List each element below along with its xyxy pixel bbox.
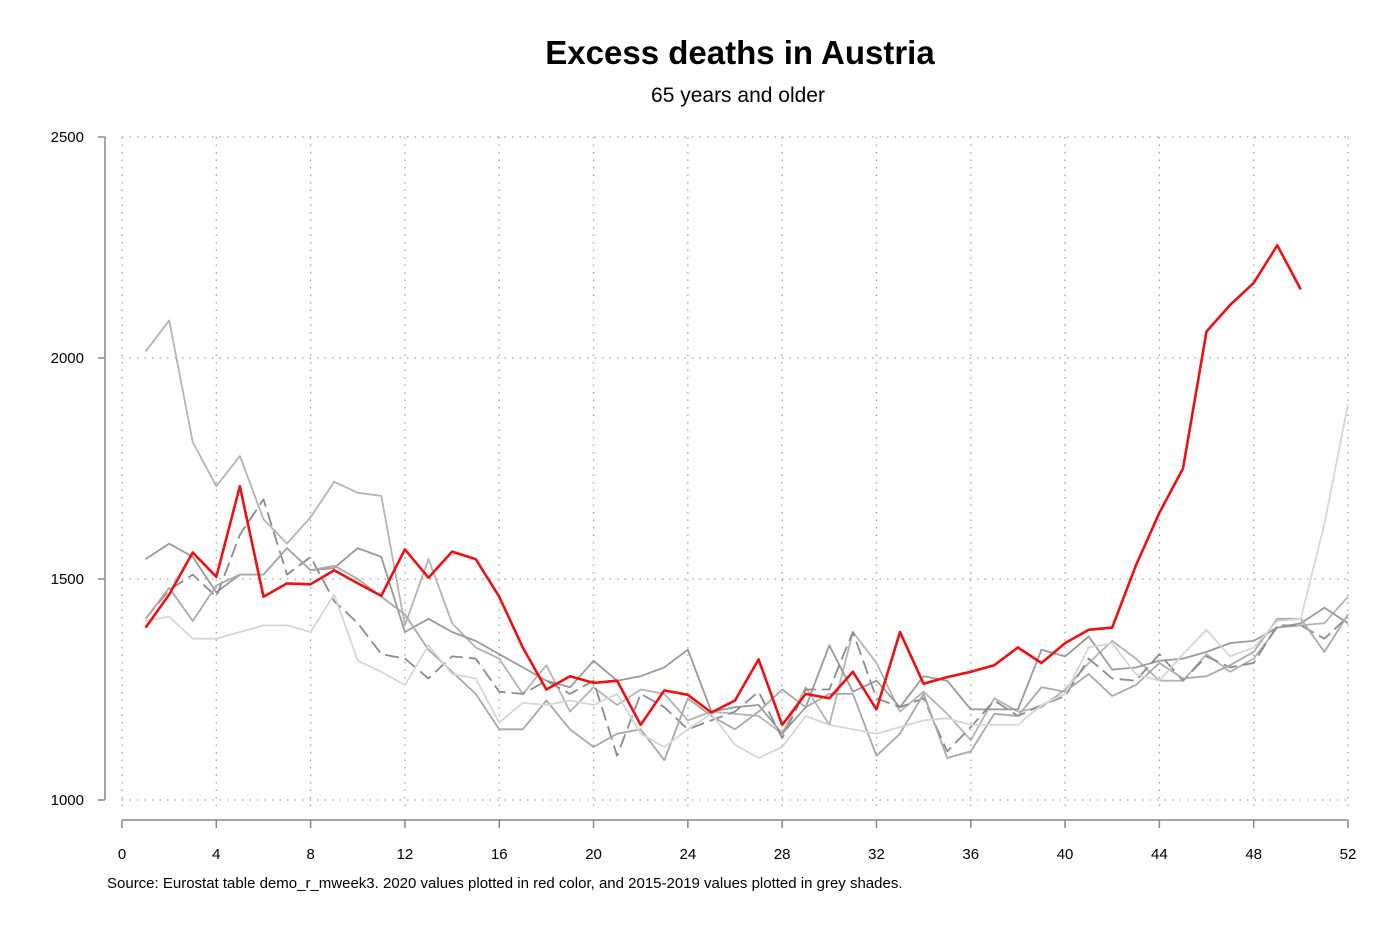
- series-line-1: [144, 319, 1349, 742]
- y-tick-label: 2000: [51, 350, 84, 367]
- y-tick-label: 1000: [51, 792, 84, 809]
- x-tick-label: 8: [306, 846, 314, 863]
- grid-lines: [121, 136, 1349, 806]
- chart-title: Excess deaths in Austria: [545, 34, 935, 71]
- x-tick-label: 36: [962, 846, 979, 863]
- series-line-3: [144, 498, 1349, 757]
- series-line-2020: [144, 244, 1302, 727]
- y-tick-label: 1500: [51, 571, 84, 588]
- x-tick-label: 28: [774, 846, 791, 863]
- series-line-5: [145, 404, 1349, 759]
- x-tick-label: 20: [585, 846, 602, 863]
- y-tick-label: 2500: [51, 129, 84, 146]
- chart-subtitle: 65 years and older: [651, 84, 825, 107]
- x-tick-label: 48: [1245, 846, 1262, 863]
- series-line-2: [145, 542, 1349, 735]
- x-tick-label: 24: [680, 846, 697, 863]
- x-tick-label: 12: [397, 846, 414, 863]
- source-note: Source: Eurostat table demo_r_mweek3. 20…: [107, 875, 903, 892]
- series-lines: [144, 244, 1349, 762]
- x-tick-label: 32: [868, 846, 885, 863]
- axes: [104, 137, 1348, 821]
- x-tick-label: 52: [1340, 846, 1357, 863]
- x-tick-label: 16: [491, 846, 508, 863]
- x-tick-label: 4: [212, 846, 220, 863]
- x-tick-label: 40: [1057, 846, 1074, 863]
- x-tick-label: 0: [118, 846, 126, 863]
- series-line-4: [144, 547, 1349, 762]
- x-tick-label: 44: [1151, 846, 1168, 863]
